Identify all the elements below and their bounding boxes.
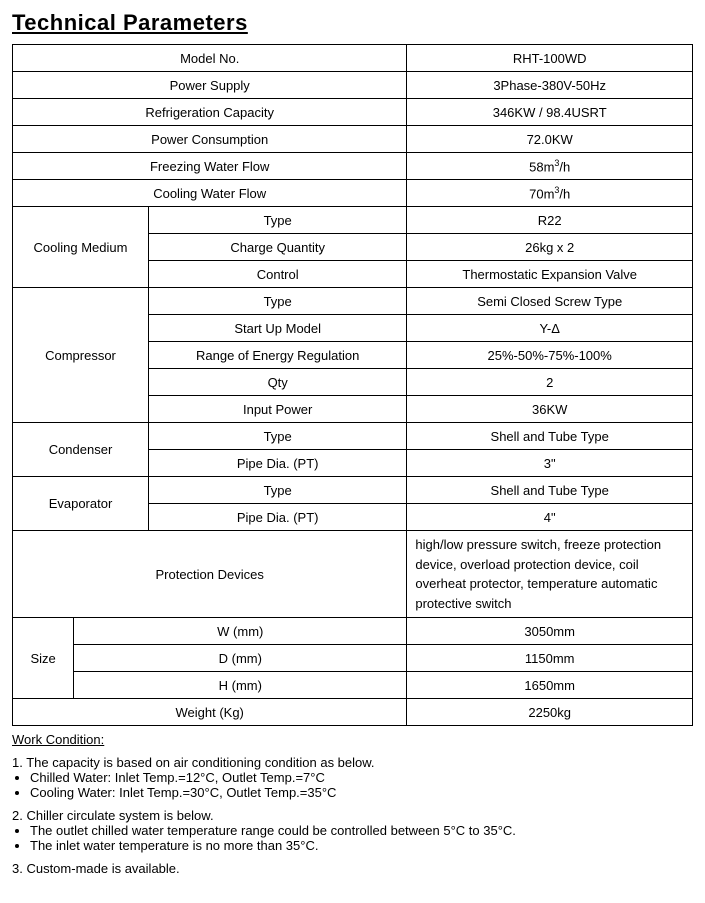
table-value: Thermostatic Expansion Valve	[407, 261, 693, 288]
table-value: Shell and Tube Type	[407, 423, 693, 450]
table-row: EvaporatorTypeShell and Tube Type	[13, 477, 693, 504]
table-label: Type	[148, 477, 406, 504]
table-label: Pipe Dia. (PT)	[148, 450, 406, 477]
table-label: Compressor	[13, 288, 149, 423]
table-label: Cooling Water Flow	[13, 180, 407, 207]
table-label: Size	[13, 618, 74, 699]
table-value: 58m3/h	[407, 153, 693, 180]
table-label: Start Up Model	[148, 315, 406, 342]
table-value: 3"	[407, 450, 693, 477]
table-label: Type	[148, 288, 406, 315]
table-label: Qty	[148, 369, 406, 396]
table-value: 72.0KW	[407, 126, 693, 153]
table-value: R22	[407, 207, 693, 234]
page-title: Technical Parameters	[12, 10, 693, 36]
table-label: Power Supply	[13, 72, 407, 99]
table-label: W (mm)	[74, 618, 407, 645]
note-bullet: Cooling Water: Inlet Temp.=30°C, Outlet …	[30, 785, 693, 800]
table-label: Range of Energy Regulation	[148, 342, 406, 369]
table-label: Freezing Water Flow	[13, 153, 407, 180]
table-row: CompressorTypeSemi Closed Screw Type	[13, 288, 693, 315]
table-value: RHT-100WD	[407, 45, 693, 72]
table-value: 70m3/h	[407, 180, 693, 207]
table-row: H (mm)1650mm	[13, 672, 693, 699]
work-condition-heading: Work Condition:	[12, 732, 693, 747]
table-row: D (mm)1150mm	[13, 645, 693, 672]
table-label: Pipe Dia. (PT)	[148, 504, 406, 531]
table-label: Type	[148, 423, 406, 450]
table-value: Semi Closed Screw Type	[407, 288, 693, 315]
note-section: 2. Chiller circulate system is below.	[12, 808, 693, 823]
table-row: Weight (Kg)2250kg	[13, 699, 693, 726]
table-row: CondenserTypeShell and Tube Type	[13, 423, 693, 450]
table-row: SizeW (mm)3050mm	[13, 618, 693, 645]
note-bullet: The inlet water temperature is no more t…	[30, 838, 693, 853]
table-value: 25%-50%-75%-100%	[407, 342, 693, 369]
table-label: Control	[148, 261, 406, 288]
table-label: Type	[148, 207, 406, 234]
table-value: 1650mm	[407, 672, 693, 699]
table-value: 26kg x 2	[407, 234, 693, 261]
table-value: Shell and Tube Type	[407, 477, 693, 504]
table-value: 4"	[407, 504, 693, 531]
table-value: 1150mm	[407, 645, 693, 672]
table-row: Model No.RHT-100WD	[13, 45, 693, 72]
table-row: Power Consumption72.0KW	[13, 126, 693, 153]
table-label: Model No.	[13, 45, 407, 72]
table-label: Evaporator	[13, 477, 149, 531]
table-label: Condenser	[13, 423, 149, 477]
table-row: Protection Deviceshigh/low pressure swit…	[13, 531, 693, 618]
note-section: 3. Custom-made is available.	[12, 861, 693, 876]
table-label: Charge Quantity	[148, 234, 406, 261]
note-bullet: The outlet chilled water temperature ran…	[30, 823, 693, 838]
note-section: 1. The capacity is based on air conditio…	[12, 755, 693, 770]
table-row: Cooling MediumTypeR22	[13, 207, 693, 234]
note-bullets: The outlet chilled water temperature ran…	[12, 823, 693, 853]
table-label: H (mm)	[74, 672, 407, 699]
table-label: Cooling Medium	[13, 207, 149, 288]
note-bullets: Chilled Water: Inlet Temp.=12°C, Outlet …	[12, 770, 693, 800]
table-label: Refrigeration Capacity	[13, 99, 407, 126]
table-value: high/low pressure switch, freeze protect…	[407, 531, 693, 618]
table-value: 36KW	[407, 396, 693, 423]
table-row: Freezing Water Flow58m3/h	[13, 153, 693, 180]
parameters-table: Model No.RHT-100WDPower Supply3Phase-380…	[12, 44, 693, 726]
table-value: 3Phase-380V-50Hz	[407, 72, 693, 99]
table-value: Y-Δ	[407, 315, 693, 342]
table-value: 2250kg	[407, 699, 693, 726]
table-label: Input Power	[148, 396, 406, 423]
table-label: Weight (Kg)	[13, 699, 407, 726]
note-bullet: Chilled Water: Inlet Temp.=12°C, Outlet …	[30, 770, 693, 785]
table-row: Power Supply3Phase-380V-50Hz	[13, 72, 693, 99]
work-condition-notes: 1. The capacity is based on air conditio…	[12, 755, 693, 891]
table-value: 346KW / 98.4USRT	[407, 99, 693, 126]
table-row: Refrigeration Capacity346KW / 98.4USRT	[13, 99, 693, 126]
table-label: Power Consumption	[13, 126, 407, 153]
table-label: Protection Devices	[13, 531, 407, 618]
table-value: 3050mm	[407, 618, 693, 645]
table-value: 2	[407, 369, 693, 396]
table-label: D (mm)	[74, 645, 407, 672]
table-row: Cooling Water Flow70m3/h	[13, 180, 693, 207]
